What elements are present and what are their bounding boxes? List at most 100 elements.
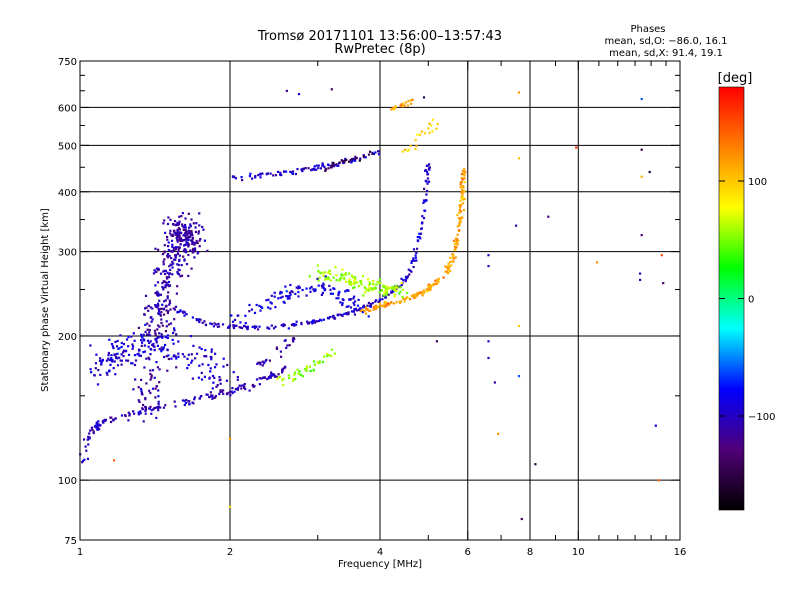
data-point — [185, 243, 188, 246]
data-point — [144, 294, 148, 297]
data-point — [319, 318, 322, 321]
data-point — [210, 358, 213, 361]
data-point — [322, 271, 325, 274]
data-point — [284, 285, 287, 288]
data-point — [164, 299, 167, 302]
data-point — [361, 308, 364, 312]
data-point — [147, 356, 150, 359]
data-point — [169, 322, 173, 325]
data-point — [162, 260, 165, 263]
data-point — [157, 403, 160, 406]
data-point — [256, 328, 260, 331]
data-point — [222, 389, 225, 392]
data-point — [199, 318, 202, 321]
data-point — [170, 357, 173, 360]
data-point — [344, 159, 347, 162]
data-point — [258, 325, 261, 328]
data-point — [175, 247, 178, 251]
data-point — [329, 316, 332, 319]
data-point — [177, 248, 181, 251]
data-point — [167, 216, 170, 219]
data-point — [657, 479, 660, 482]
data-point — [215, 363, 218, 366]
data-point — [326, 163, 330, 166]
data-point — [412, 293, 415, 296]
data-point — [313, 165, 316, 168]
data-point — [355, 157, 358, 160]
data-point — [162, 270, 165, 273]
data-point — [331, 292, 334, 295]
data-point — [150, 376, 153, 379]
data-point — [191, 239, 194, 242]
data-point — [487, 254, 490, 257]
data-point — [174, 305, 178, 308]
data-point — [298, 370, 301, 373]
data-point — [409, 99, 413, 102]
data-point — [459, 186, 462, 189]
data-point — [461, 194, 464, 197]
data-point — [189, 234, 192, 237]
data-point — [166, 334, 169, 337]
data-point — [155, 337, 158, 340]
data-point — [287, 374, 290, 377]
data-point — [127, 411, 130, 414]
data-point — [456, 225, 459, 228]
data-point — [187, 236, 190, 239]
data-point — [154, 387, 157, 390]
data-point — [279, 171, 282, 174]
data-point — [303, 368, 307, 371]
data-point — [308, 365, 311, 368]
data-point — [343, 277, 346, 280]
data-point — [149, 391, 152, 395]
data-point — [251, 325, 254, 328]
data-point — [398, 301, 402, 304]
data-point — [339, 313, 342, 316]
data-point — [162, 263, 165, 266]
data-point — [248, 310, 251, 313]
data-point — [183, 258, 186, 261]
data-point — [352, 310, 355, 313]
data-point — [347, 289, 350, 292]
data-point — [160, 311, 163, 314]
data-point — [402, 102, 405, 105]
data-point — [172, 331, 175, 335]
data-point — [198, 346, 201, 349]
data-point — [162, 313, 166, 316]
data-point — [173, 220, 177, 223]
data-point — [435, 127, 438, 130]
data-point — [345, 289, 349, 292]
data-point — [385, 291, 388, 294]
data-point — [259, 176, 262, 179]
data-point — [462, 185, 465, 188]
data-point — [211, 395, 214, 398]
data-point — [168, 303, 171, 306]
data-point — [177, 227, 180, 230]
data-point — [459, 183, 462, 186]
data-point — [327, 276, 330, 279]
data-point — [455, 241, 458, 245]
data-point — [177, 246, 180, 249]
data-point — [437, 277, 440, 280]
data-point — [164, 272, 167, 276]
data-point — [425, 288, 428, 291]
data-point — [249, 172, 252, 175]
data-point — [288, 294, 291, 298]
data-point — [427, 289, 430, 292]
data-point — [115, 345, 119, 348]
data-point — [149, 316, 152, 319]
data-point — [487, 265, 490, 268]
data-point — [307, 322, 310, 325]
data-point — [173, 318, 176, 321]
data-point — [84, 445, 87, 448]
data-point — [154, 406, 157, 409]
data-point — [329, 292, 332, 295]
data-point — [158, 381, 161, 384]
data-point — [125, 359, 128, 362]
data-point — [110, 357, 113, 360]
data-point — [378, 291, 381, 294]
data-point — [330, 348, 333, 351]
data-point — [149, 306, 152, 309]
data-point — [158, 325, 161, 328]
data-point — [258, 304, 261, 307]
data-point — [267, 298, 270, 301]
